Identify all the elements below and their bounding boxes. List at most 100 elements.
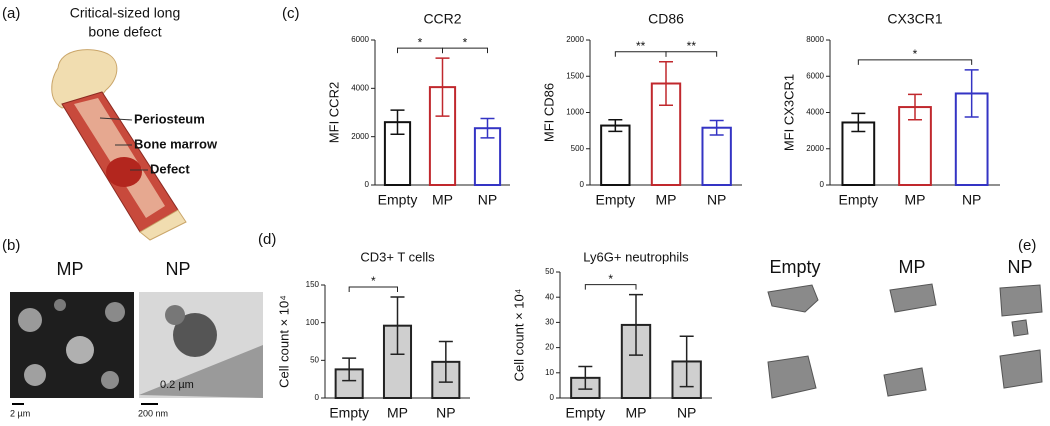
x-tick-label: MP	[432, 192, 453, 208]
bone-illustration	[51, 49, 187, 241]
y-tick-label: 50	[310, 355, 319, 364]
micrograph-label: MP	[57, 259, 84, 279]
y-tick-label: 2000	[351, 132, 369, 141]
y-tick-label: 2000	[806, 144, 824, 153]
significance-label: *	[913, 47, 918, 61]
y-tick-label: 4000	[351, 83, 369, 92]
x-tick-label: Empty	[565, 405, 605, 421]
x-tick-label: NP	[436, 405, 455, 421]
x-tick-label: MP	[656, 192, 677, 208]
significance-label: **	[687, 39, 697, 53]
error-bar	[435, 57, 450, 117]
y-axis-label: Cell count × 10⁴	[511, 289, 526, 382]
error-bar	[480, 117, 495, 139]
x-tick-label: Empty	[329, 405, 369, 421]
error-bar	[908, 93, 922, 121]
y-tick-label: 0	[580, 180, 585, 189]
sem-image	[10, 292, 134, 398]
y-tick-label: 0	[550, 393, 555, 402]
x-tick-label: MP	[387, 405, 408, 421]
y-tick-label: 40	[545, 292, 554, 301]
scale-label: 2 µm	[10, 408, 30, 418]
y-tick-label: 30	[545, 318, 554, 327]
y-axis-label: MFI CX3CR1	[781, 74, 796, 151]
bar	[841, 121, 876, 186]
error-bar	[390, 109, 405, 135]
x-tick-label: NP	[707, 192, 726, 208]
ct-label: NP	[1007, 257, 1032, 277]
significance-bracket	[665, 51, 718, 57]
panel-label: (e)	[1018, 237, 1036, 254]
y-tick-label: 6000	[806, 71, 824, 80]
chart-title: CD86	[648, 11, 684, 27]
y-tick-label: 500	[571, 144, 585, 153]
bone-title: bone defect	[88, 24, 161, 40]
significance-label: *	[371, 274, 376, 288]
significance-bracket	[348, 286, 398, 293]
error-bar	[342, 357, 357, 382]
bar	[473, 127, 502, 186]
bone-title: Critical-sized long	[70, 5, 180, 21]
x-tick-label: Empty	[595, 192, 635, 208]
y-tick-label: 150	[306, 280, 320, 289]
panel-label: (c)	[282, 5, 300, 22]
y-axis-label: Cell count × 10⁴	[276, 295, 291, 388]
error-bar	[851, 112, 866, 133]
y-tick-label: 0	[315, 393, 320, 402]
bone-label: Defect	[150, 161, 190, 176]
significance-bracket	[584, 284, 637, 290]
y-tick-label: 8000	[806, 35, 824, 44]
error-bar	[578, 365, 593, 390]
error-bar	[438, 340, 453, 383]
y-tick-label: 6000	[351, 35, 369, 44]
y-tick-label: 20	[545, 343, 554, 352]
significance-bracket	[442, 47, 488, 54]
x-tick-label: Empty	[838, 192, 878, 208]
error-bar	[709, 119, 724, 136]
chart-title: CX3CR1	[887, 11, 942, 27]
chart-title: CD3+ T cells	[360, 249, 435, 264]
significance-bracket	[857, 59, 973, 65]
x-tick-label: NP	[478, 192, 497, 208]
y-tick-label: 1000	[566, 108, 584, 117]
error-bar	[390, 296, 405, 356]
inset-scale: 0.2 µm	[160, 379, 194, 391]
x-tick-label: Empty	[378, 192, 418, 208]
error-bar	[629, 293, 643, 356]
tem-image	[139, 292, 263, 398]
chart-title: Ly6G+ neutrophils	[583, 249, 689, 264]
bar	[701, 126, 732, 186]
panel-label: (d)	[258, 231, 276, 248]
x-tick-label: NP	[677, 405, 696, 421]
x-tick-label: NP	[962, 192, 981, 208]
y-tick-label: 10	[545, 368, 554, 377]
scale-label: 200 nm	[138, 408, 168, 418]
bar	[600, 124, 631, 187]
micrograph-label: NP	[165, 259, 190, 279]
bar	[954, 92, 989, 186]
y-tick-label: 0	[820, 180, 825, 189]
significance-label: *	[463, 35, 468, 49]
y-tick-label: 50	[545, 267, 554, 276]
panel-label: (a)	[2, 5, 20, 22]
error-bar	[679, 335, 694, 388]
x-tick-label: MP	[905, 192, 926, 208]
y-tick-label: 0	[365, 180, 370, 189]
significance-label: *	[418, 35, 423, 49]
bone-label: Bone marrow	[134, 136, 218, 151]
significance-label: **	[636, 39, 646, 53]
ct-label: MP	[899, 257, 926, 277]
error-bar	[608, 119, 623, 133]
panel-label: (b)	[2, 237, 20, 254]
ct-label: Empty	[769, 257, 820, 277]
y-tick-label: 4000	[806, 108, 824, 117]
y-tick-label: 100	[306, 318, 320, 327]
chart-title: CCR2	[423, 11, 461, 27]
y-axis-label: MFI CCR2	[326, 82, 341, 143]
significance-label: *	[608, 272, 613, 286]
y-tick-label: 2000	[566, 35, 584, 44]
y-axis-label: MFI CD86	[541, 83, 556, 142]
error-bar	[964, 69, 979, 118]
ct-image	[767, 283, 1043, 399]
